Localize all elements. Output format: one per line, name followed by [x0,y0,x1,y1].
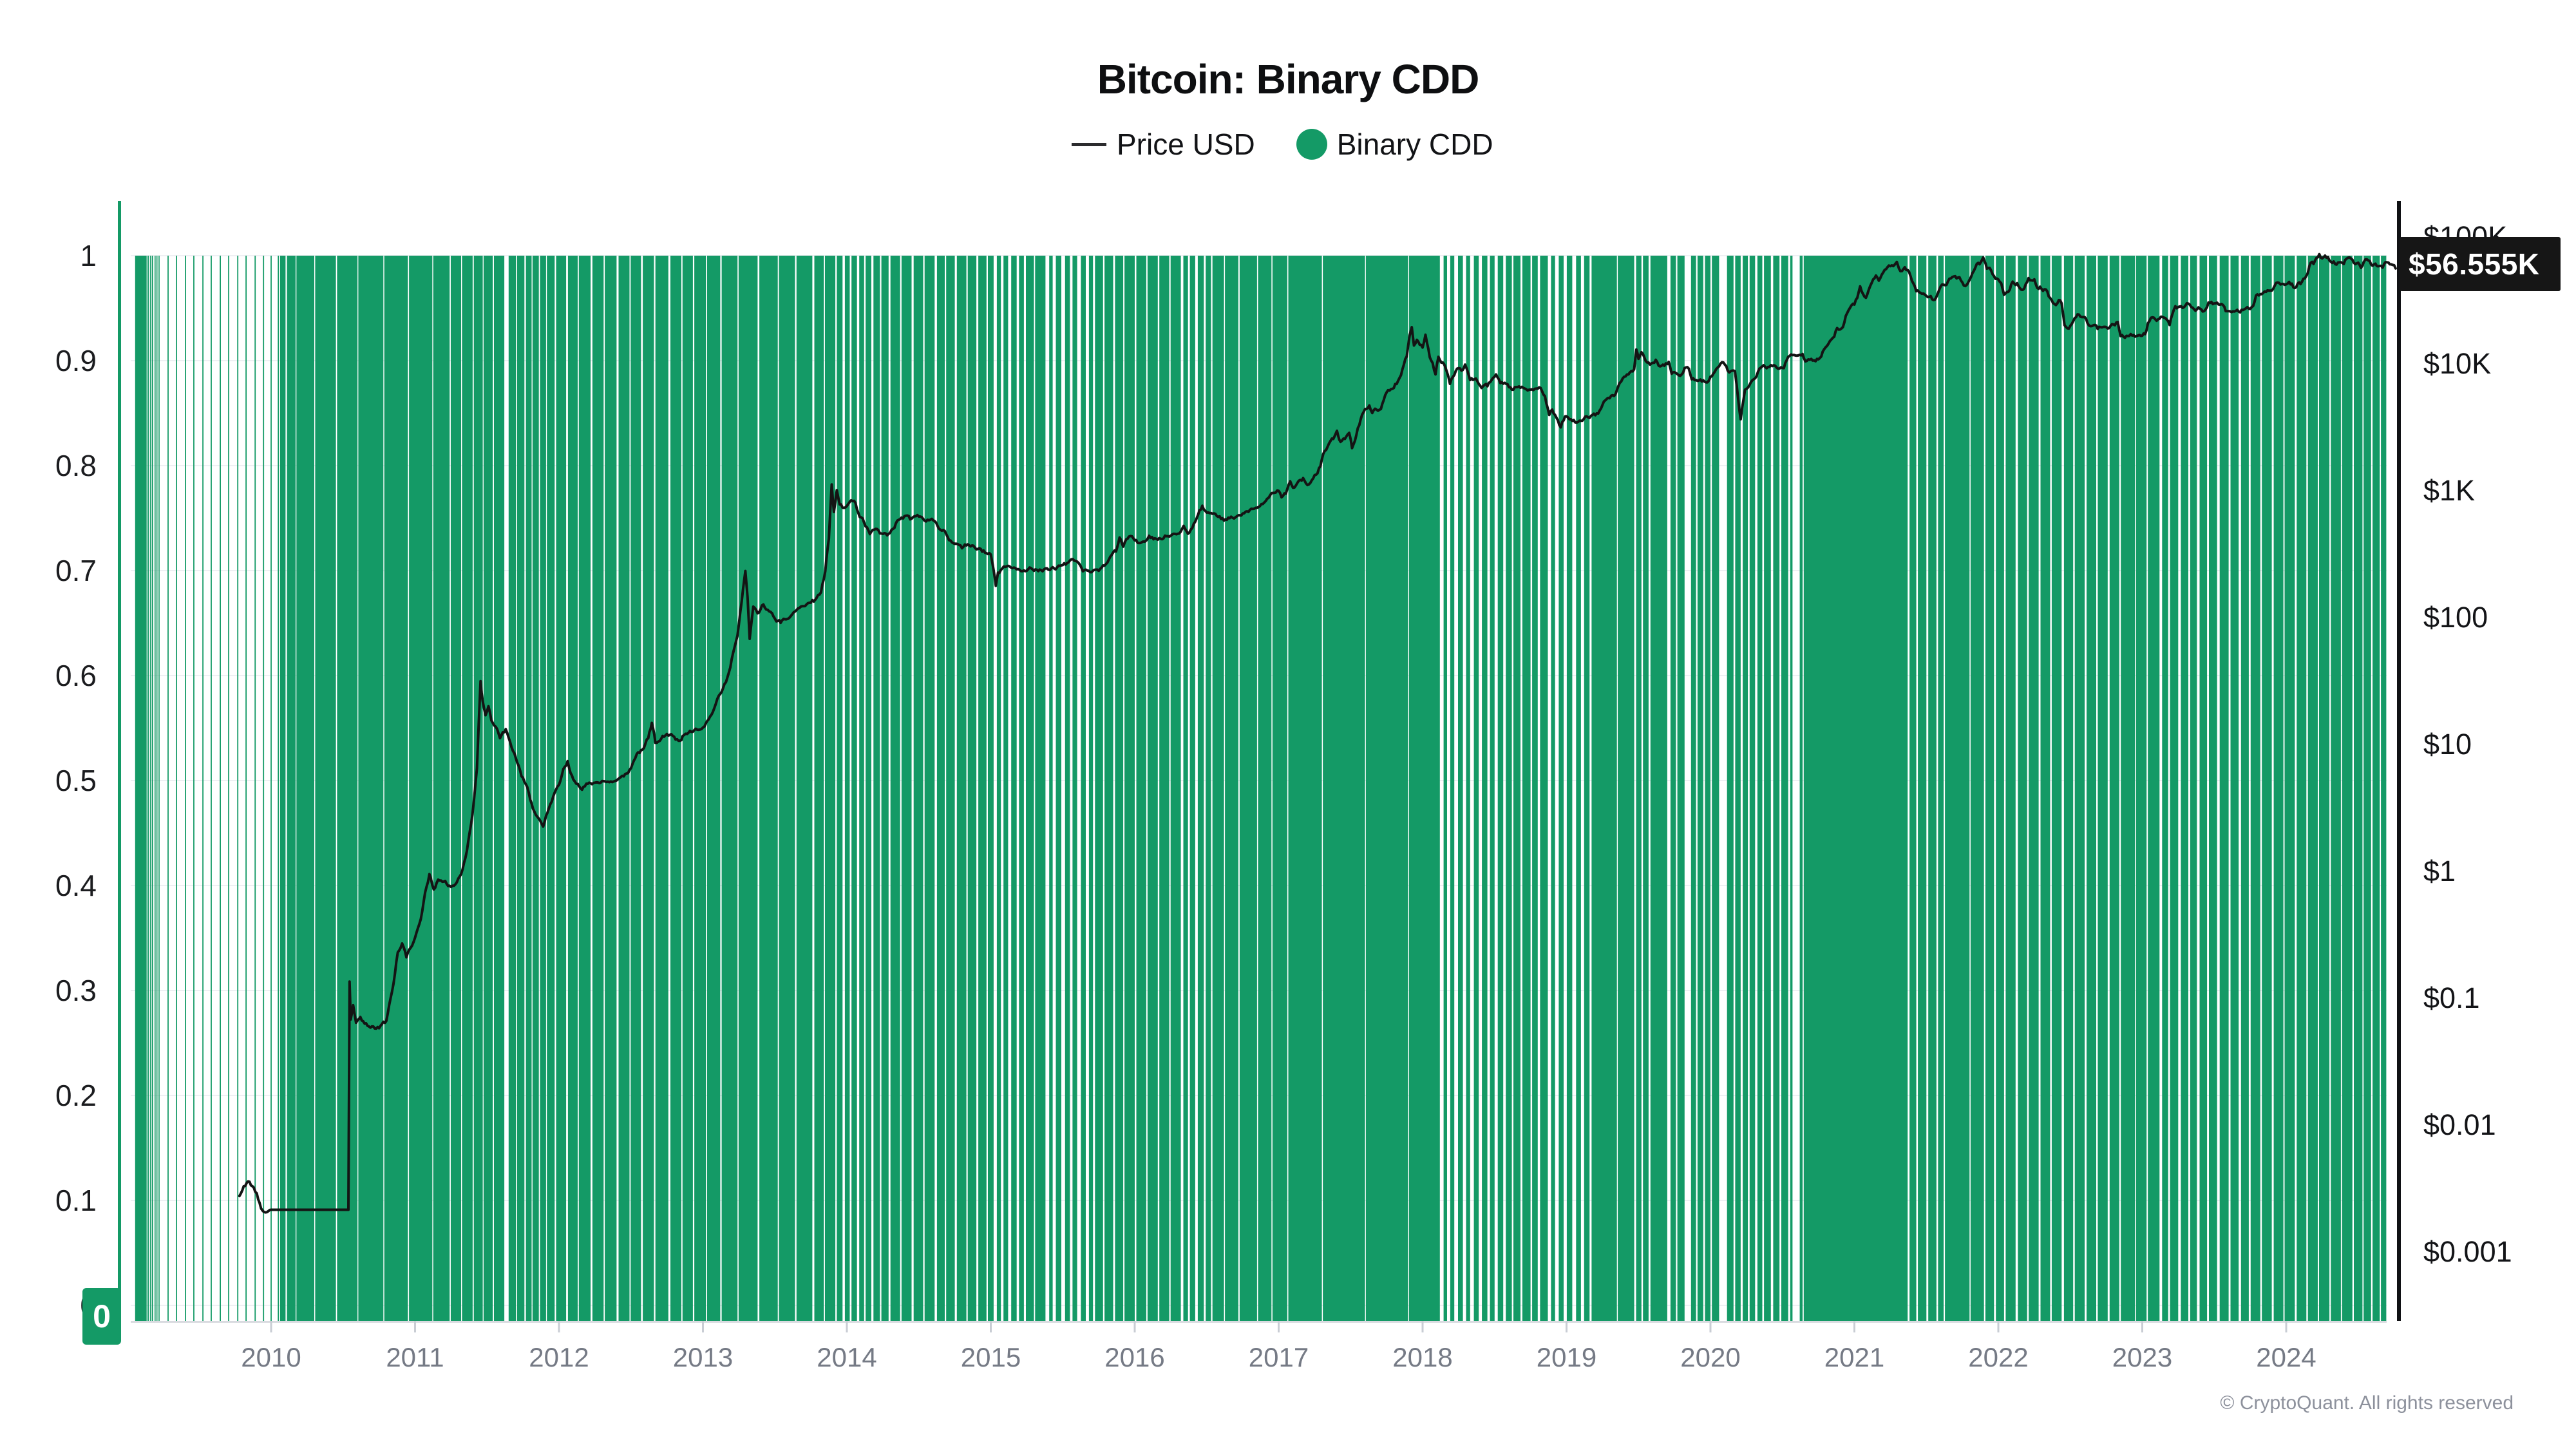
legend-item-price-usd[interactable]: Price USD [1072,127,1255,162]
cdd-dot-icon [1296,129,1327,160]
last-cdd-value-badge: 0 [82,1288,121,1345]
page-title: Bitcoin: Binary CDD [1097,56,1480,102]
last-price-badge: $56.555K [2400,237,2561,291]
legend-label-price-usd: Price USD [1117,128,1255,161]
legend-item-binary-cdd[interactable]: Binary CDD [1296,127,1493,162]
price-line-swatch-icon [1072,142,1106,146]
legend-label-binary-cdd: Binary CDD [1336,128,1493,161]
copyright-text: © CryptoQuant. All rights reserved [2220,1392,2514,1414]
legend: Price USD Binary CDD [1072,126,1493,162]
